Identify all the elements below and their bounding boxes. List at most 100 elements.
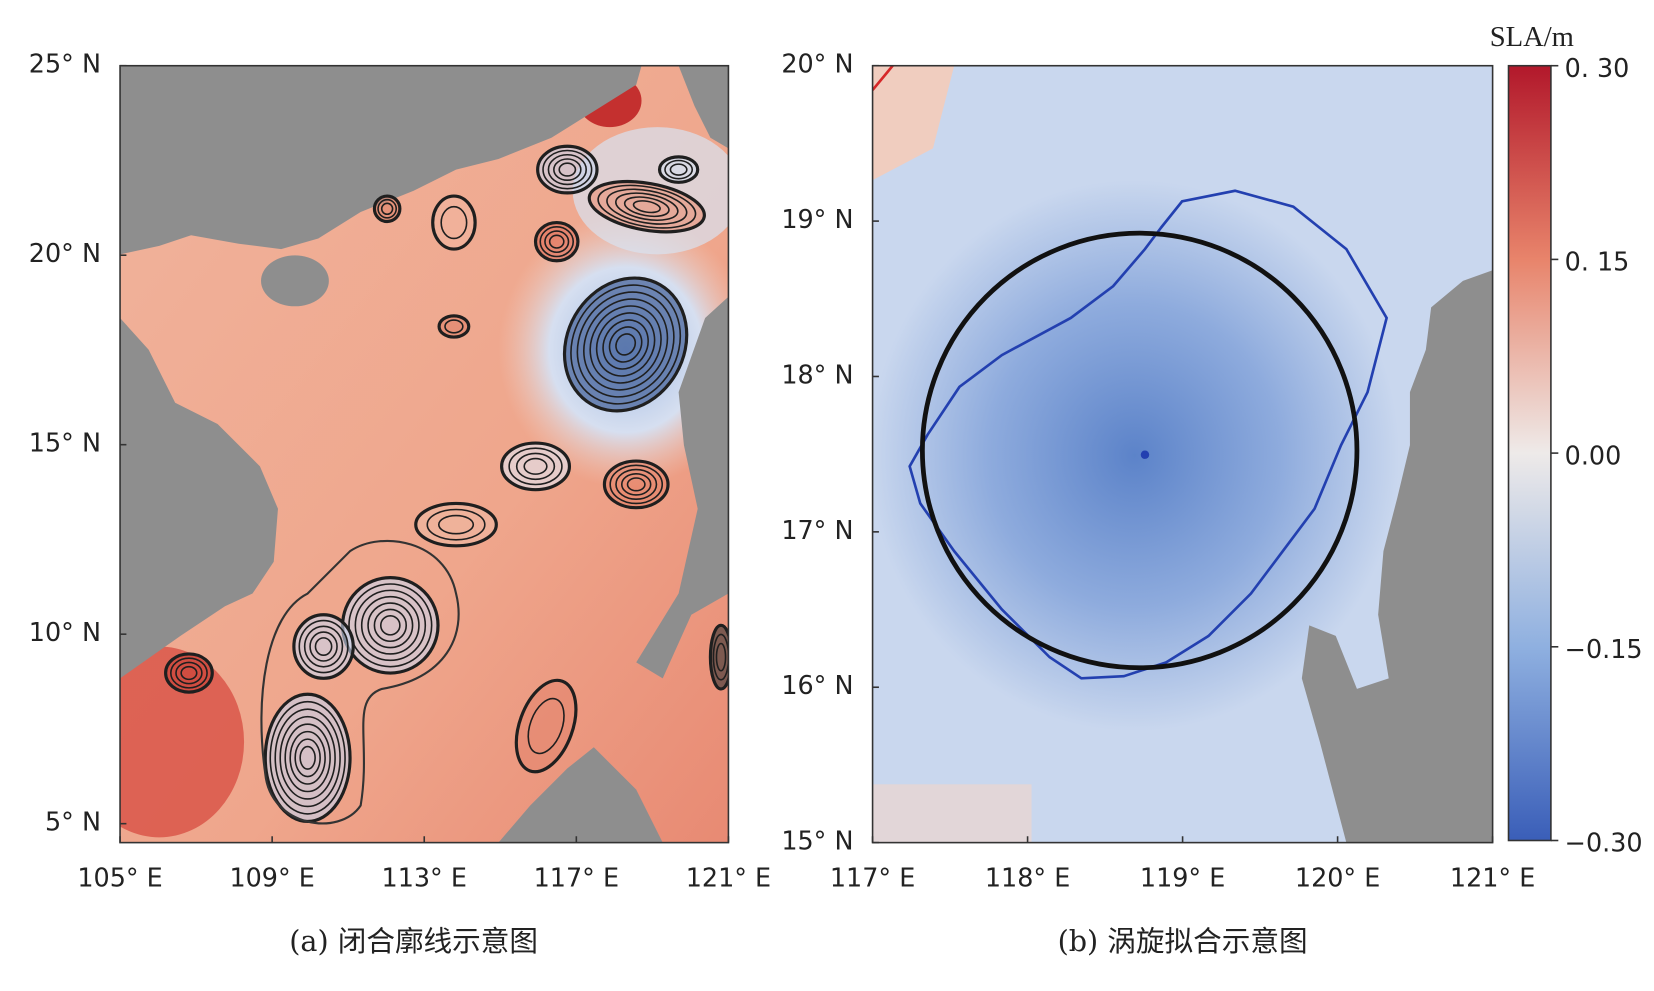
contour [615, 192, 679, 221]
contour [609, 464, 664, 505]
contour [587, 179, 706, 234]
contour [175, 661, 203, 685]
contour-fill [265, 694, 351, 822]
contour-fill [564, 278, 687, 411]
contour [303, 625, 344, 668]
contour [602, 459, 670, 510]
contour [379, 615, 401, 636]
contour [279, 715, 336, 800]
contour [615, 468, 658, 501]
contour [377, 198, 398, 219]
y-tick-label: 18° N [781, 359, 853, 389]
contour [170, 657, 208, 689]
y-tick-label: 19° N [781, 204, 853, 234]
contour [536, 144, 599, 195]
contour-fill [165, 653, 213, 693]
contour [664, 159, 694, 180]
contour [715, 642, 727, 672]
y-tick-label: 10° N [29, 617, 101, 647]
panel-caption: (a) 闭合廓线示意图 [289, 924, 538, 958]
x-tick-label: 121° E [1450, 863, 1535, 893]
y-tick-label: 15° N [781, 826, 853, 856]
contour [583, 298, 669, 391]
contour [539, 226, 575, 258]
contour [437, 514, 475, 535]
y-tick-label: 20° N [781, 49, 853, 79]
contour [562, 276, 689, 413]
x-tick-label: 113° E [382, 863, 467, 893]
contour [620, 472, 652, 496]
x-tick-label: 118° E [985, 863, 1070, 893]
contour [289, 730, 326, 785]
y-tick-label: 20° N [29, 238, 101, 268]
contour-fill [342, 577, 439, 674]
contour [298, 619, 349, 674]
x-tick-label: 117° E [830, 863, 915, 893]
contour [500, 441, 572, 492]
contour-fill [293, 614, 354, 679]
colorbar-tick-label: 0.00 [1565, 440, 1622, 470]
x-tick-label: 105° E [77, 863, 162, 893]
map-b [872, 65, 1493, 843]
contour [380, 202, 394, 216]
contour [615, 333, 637, 356]
contour [360, 595, 420, 655]
contours [164, 144, 729, 825]
x-tick-label: 120° E [1295, 863, 1380, 893]
y-tick-label: 17° N [781, 515, 853, 545]
contour [547, 153, 588, 186]
colorbar-tick-label: −0.30 [1565, 828, 1643, 858]
contour [533, 220, 580, 263]
contour [294, 738, 321, 778]
contour [712, 633, 729, 681]
contour [440, 205, 468, 240]
contour [606, 188, 688, 225]
contour [299, 745, 316, 770]
contour [437, 314, 471, 339]
contour [595, 312, 656, 377]
y-tick-label: 5° N [45, 807, 101, 837]
contour [414, 501, 498, 548]
colorbar-label: SLA/m [1490, 22, 1574, 53]
contour [426, 508, 486, 541]
contour-fill [604, 461, 669, 508]
panel-caption: (b) 涡旋拟合示意图 [1058, 924, 1308, 958]
contour [367, 602, 414, 649]
contour-fill [439, 315, 469, 338]
contour [558, 162, 577, 177]
contour [284, 723, 331, 793]
contour [508, 447, 563, 486]
contour [608, 326, 643, 363]
x-tick-label: 119° E [1140, 863, 1225, 893]
contour [444, 319, 464, 334]
contour [669, 163, 688, 176]
contour [373, 608, 408, 643]
contour-fill [432, 196, 476, 250]
contour [372, 194, 402, 224]
contour [657, 155, 700, 184]
contour [292, 613, 355, 680]
contour [623, 196, 670, 218]
contour [542, 149, 593, 190]
contour [589, 305, 662, 384]
contour [602, 319, 649, 370]
contour [515, 452, 556, 481]
contour [514, 678, 578, 774]
colorbar-tick-label: 0. 30 [1565, 53, 1630, 83]
x-tick-label: 109° E [229, 863, 314, 893]
contour [632, 200, 661, 214]
contour [354, 589, 427, 662]
contour [431, 194, 477, 251]
contour [576, 291, 675, 398]
contour [570, 284, 682, 405]
contour [180, 665, 198, 681]
contour [544, 230, 570, 254]
contour [527, 697, 565, 755]
colorbar-tick-label: −0.15 [1565, 634, 1643, 664]
contour [164, 652, 214, 694]
contour [260, 539, 460, 825]
contour [708, 623, 729, 691]
x-tick-label: 117° E [534, 863, 619, 893]
